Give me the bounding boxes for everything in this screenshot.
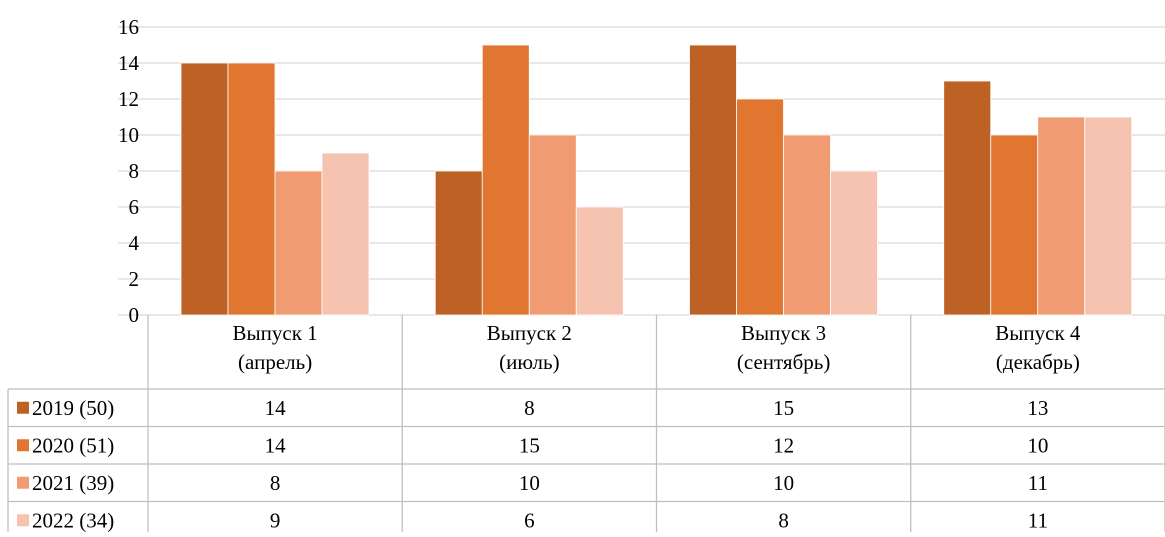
bar bbox=[830, 170, 878, 316]
legend-color-key bbox=[17, 439, 29, 452]
legend-color-key bbox=[17, 476, 29, 489]
data-table-value: 15 bbox=[519, 433, 540, 457]
y-axis: 0 2 4 6 8 10 12 14 16 bbox=[118, 15, 140, 327]
bar bbox=[1084, 116, 1133, 316]
y-tick-label: 8 bbox=[129, 159, 140, 183]
legend-series-name: 2019 (50) bbox=[32, 396, 114, 420]
data-table-value: 12 bbox=[773, 433, 794, 457]
data-table-value: 10 bbox=[773, 471, 794, 495]
category-label: Выпуск 1 bbox=[233, 321, 318, 345]
bar bbox=[434, 170, 483, 316]
bar bbox=[180, 62, 229, 316]
data-table-value: 8 bbox=[778, 508, 789, 532]
y-tick-label: 4 bbox=[129, 231, 140, 255]
bar bbox=[528, 134, 577, 316]
data-table-value: 8 bbox=[270, 471, 281, 495]
data-table-value: 13 bbox=[1027, 396, 1048, 420]
bar bbox=[783, 134, 831, 316]
bar bbox=[274, 170, 323, 316]
data-table-value: 14 bbox=[265, 433, 287, 457]
category-label: Выпуск 3 bbox=[741, 321, 826, 345]
data-table-value: 8 bbox=[524, 396, 535, 420]
data-table-value: 10 bbox=[1027, 433, 1048, 457]
legend-series-name: 2020 (51) bbox=[32, 433, 114, 457]
bar bbox=[481, 44, 530, 316]
data-table-value: 14 bbox=[265, 396, 287, 420]
category-label: Выпуск 2 bbox=[487, 321, 572, 345]
data-table-value: 11 bbox=[1028, 508, 1048, 532]
category-label: (сентябрь) bbox=[737, 350, 830, 374]
data-table-value: 11 bbox=[1028, 471, 1048, 495]
bar bbox=[990, 134, 1039, 316]
category-label: (июль) bbox=[499, 350, 559, 374]
data-table-value: 10 bbox=[519, 471, 540, 495]
data-table: Выпуск 1 (апрель) Выпуск 2 (июль) Выпуск 3 (с… bbox=[7, 315, 1165, 537]
y-tick-label: 0 bbox=[129, 303, 140, 327]
y-tick-label: 12 bbox=[118, 87, 139, 111]
y-tick-label: 14 bbox=[118, 51, 140, 75]
y-tick-label: 10 bbox=[118, 123, 139, 147]
bar bbox=[689, 44, 737, 316]
bar bbox=[943, 80, 992, 316]
data-table-value: 6 bbox=[524, 508, 535, 532]
y-tick-label: 6 bbox=[129, 195, 140, 219]
bar bbox=[736, 98, 784, 316]
category-label: (апрель) bbox=[238, 350, 312, 374]
bar bbox=[575, 206, 624, 316]
data-table-value: 15 bbox=[773, 396, 794, 420]
y-tick-label: 16 bbox=[118, 15, 139, 39]
category-label: (декабрь) bbox=[996, 350, 1080, 374]
data-table-value: 9 bbox=[270, 508, 281, 532]
category-label: Выпуск 4 bbox=[995, 321, 1081, 345]
bars bbox=[180, 44, 1133, 316]
legend-color-key bbox=[17, 401, 29, 414]
legend-color-key bbox=[17, 514, 29, 527]
legend-series-name: 2021 (39) bbox=[32, 471, 114, 495]
legend-series-name: 2022 (34) bbox=[32, 508, 114, 532]
bar bbox=[1037, 116, 1086, 316]
y-tick-label: 2 bbox=[129, 267, 140, 291]
bar bbox=[321, 152, 370, 316]
bar bbox=[227, 62, 276, 316]
